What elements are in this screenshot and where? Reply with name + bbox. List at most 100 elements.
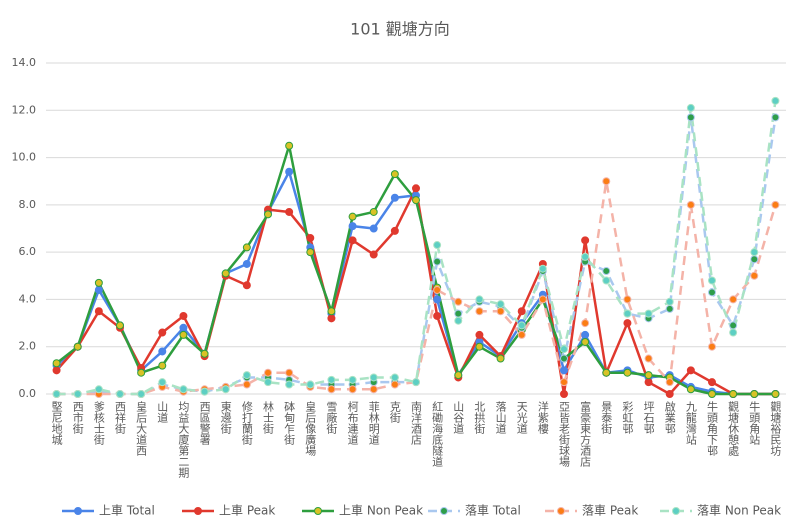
data-point [285,380,294,389]
data-point [327,314,336,323]
data-point [369,250,378,259]
data-point [158,328,167,337]
data-point [729,295,738,304]
data-point [686,113,695,122]
data-point [242,380,251,389]
data-point [433,257,442,266]
data-point [348,385,357,394]
data-point [369,385,378,394]
data-point [306,248,315,257]
data-point [517,330,526,339]
data-point [686,385,695,394]
data-point [52,359,61,368]
data-point [158,378,167,387]
data-point [306,380,315,389]
data-point [623,319,632,328]
data-point [623,295,632,304]
data-point [686,200,695,209]
legend-marker [672,507,680,515]
data-point [560,378,568,387]
data-point [665,297,674,306]
legend-marker [440,507,448,515]
data-point [390,226,399,235]
x-tick-label: 均益大廈第二期 [177,401,190,479]
data-point [433,295,442,304]
x-tick-label: 菲林明道 [367,401,380,445]
data-point [665,378,674,387]
x-tick-label: 觀塘裕民坊 [769,401,782,456]
y-tick-label: 10.0 [12,151,37,164]
legend-marker [557,507,565,515]
data-point [602,267,611,276]
data-point [369,224,378,233]
data-point [348,236,357,245]
data-point [179,323,188,332]
data-point [137,390,146,398]
data-point [116,321,124,330]
data-point [200,349,209,358]
x-tick-label: 洋紫樓 [536,400,549,435]
x-tick-label: 西區警署 [198,401,211,446]
data-point [644,378,653,387]
data-point [729,390,738,398]
data-point [412,196,420,205]
data-point [390,193,399,202]
data-point [221,385,230,394]
data-point [327,307,336,316]
x-tick-label: 雪廠街 [325,401,338,435]
data-point [433,241,442,250]
data-point [327,375,336,384]
data-point [390,380,399,389]
data-point [750,271,759,280]
y-tick-label: 0.0 [19,387,37,400]
y-tick-label: 2.0 [19,340,37,353]
x-tick-label: 啟業邨 [663,400,676,434]
data-point [475,295,484,304]
data-point [581,236,590,245]
data-point [708,288,716,297]
data-point [708,276,716,285]
x-tick-label: 南洋酒店 [410,401,423,445]
data-point [560,366,568,375]
x-tick-label: 修打蘭街 [240,400,253,446]
data-point [602,177,611,186]
data-point [348,222,357,231]
x-tick-label: 爹核士街 [92,400,105,446]
data-point [496,354,505,363]
data-point [475,342,484,351]
data-point [52,366,61,375]
data-point [221,269,230,278]
x-tick-label: 皇后像廣場 [304,400,317,457]
x-tick-label: 皇后大道西 [135,400,148,456]
x-tick-label: 山谷道 [452,401,465,434]
data-point [517,307,526,316]
data-point [242,281,251,290]
data-point [264,368,272,377]
x-tick-label: 坪石邨 [642,401,655,434]
data-point [750,255,759,264]
legend-label: 上車 Non Peak [339,504,423,518]
data-point [475,330,484,339]
x-tick-label: 紅磡海底隧道 [431,401,444,467]
data-point [560,390,568,398]
data-point [179,330,188,339]
x-tick-label: 林士街 [262,400,275,435]
data-point [750,248,759,257]
data-point [475,307,484,316]
legend-label: 落車 Non Peak [697,504,781,518]
chart-title: 101 觀塘方向 [350,20,450,39]
data-point [306,233,315,242]
x-tick-label: 砵甸乍街 [283,400,296,446]
data-point [771,113,780,122]
data-point [581,319,590,328]
data-point [665,304,674,313]
legend-marker [74,507,82,515]
data-point [686,103,695,112]
data-point [285,167,294,176]
data-point [369,207,378,216]
y-tick-label: 4.0 [19,292,37,305]
data-point [602,276,611,285]
x-tick-label: 天光道 [515,401,528,434]
